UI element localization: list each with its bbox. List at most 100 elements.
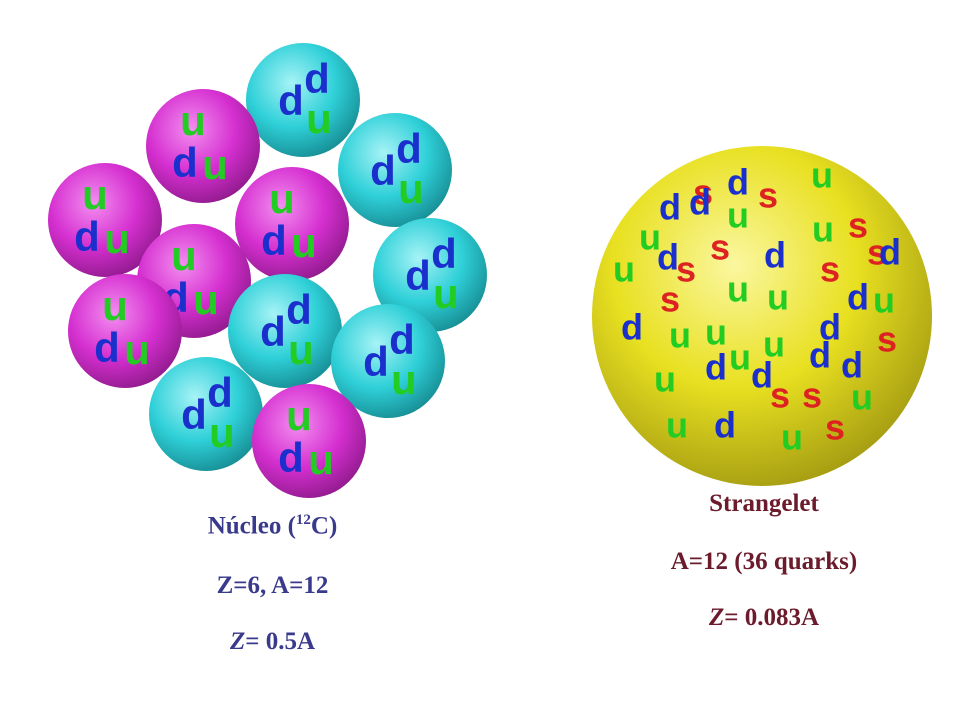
strangelet-ratio: Z= 0.083A bbox=[708, 604, 820, 631]
quark-u: u bbox=[180, 97, 206, 144]
quark-u: u bbox=[873, 280, 895, 321]
quark-d: d bbox=[261, 217, 287, 264]
quark-d: d bbox=[74, 213, 100, 260]
quark-d: d bbox=[207, 369, 233, 416]
quark-u: u bbox=[763, 324, 785, 365]
proton-ball bbox=[235, 167, 349, 281]
proton-sphere: ud u bbox=[146, 89, 260, 203]
quark-s: s bbox=[820, 249, 840, 290]
quark-s: s bbox=[825, 407, 845, 448]
quark-u: u bbox=[306, 95, 332, 142]
quark-u: u bbox=[288, 326, 314, 373]
neutron-sphere: dd u bbox=[373, 218, 487, 332]
quark-u: u bbox=[102, 282, 128, 329]
neutron-sphere: dd u bbox=[338, 113, 452, 227]
quark-s: s bbox=[877, 319, 897, 360]
carbon-12-nucleus: dd uud u dd uud uud u dd uud uud udd u dd udd u ud u bbox=[48, 43, 487, 498]
neutron-sphere: dd u bbox=[246, 43, 360, 157]
quark-s: s bbox=[770, 375, 790, 416]
quark-d: d bbox=[396, 125, 422, 172]
quark-u: u bbox=[433, 270, 459, 317]
quark-d: d bbox=[764, 235, 786, 276]
quark-u: u bbox=[269, 175, 295, 222]
quark-d: d bbox=[389, 316, 415, 363]
quark-u: u bbox=[727, 269, 749, 310]
quark-u: u bbox=[82, 171, 108, 218]
quark-u: u bbox=[812, 209, 834, 250]
quark-s: s bbox=[758, 175, 778, 216]
proton-sphere: ud u bbox=[235, 167, 349, 281]
quark-d: d bbox=[841, 345, 863, 386]
quark-s: s bbox=[848, 205, 868, 246]
quark-d: d bbox=[809, 335, 831, 376]
quark-d: d bbox=[879, 232, 901, 273]
quark-u: u bbox=[209, 409, 235, 456]
quark-s: s bbox=[710, 227, 730, 268]
quark-d: d bbox=[304, 55, 330, 102]
proton-ball bbox=[68, 274, 182, 388]
neutron-ball bbox=[373, 218, 487, 332]
quark-d: d bbox=[260, 308, 286, 355]
quark-s: s bbox=[867, 232, 887, 273]
quark-u: u bbox=[286, 392, 312, 439]
quark-d: d bbox=[727, 162, 749, 203]
quark-d: d bbox=[689, 182, 711, 223]
nucleus-ratio: Z= 0.5A bbox=[229, 628, 316, 655]
quark-s: s bbox=[660, 279, 680, 320]
quark-d: d bbox=[819, 307, 841, 348]
strangelet-quark-count: A=12 (36 quarks) bbox=[670, 548, 858, 575]
quark-u: u bbox=[729, 337, 751, 378]
neutron-ball bbox=[228, 274, 342, 388]
quark-u: u bbox=[705, 312, 727, 353]
quark-d: d bbox=[659, 187, 681, 228]
quark-u: u bbox=[104, 215, 130, 262]
quark-d: d bbox=[657, 237, 679, 278]
quark-d: d bbox=[705, 347, 727, 388]
quark-d: d bbox=[286, 286, 312, 333]
quark-s: s bbox=[676, 249, 696, 290]
proton-sphere: ud u bbox=[48, 163, 162, 277]
quark-u: u bbox=[811, 155, 833, 196]
quark-d: d bbox=[181, 391, 207, 438]
quark-d: d bbox=[847, 277, 869, 318]
quark-s: s bbox=[802, 375, 822, 416]
quark-u: u bbox=[202, 141, 228, 188]
nucleus-title: Núcleo (12C) bbox=[207, 512, 338, 540]
quark-u: u bbox=[193, 276, 219, 323]
quark-d: d bbox=[431, 230, 457, 277]
neutron-sphere: dd u bbox=[331, 304, 445, 418]
proton-ball bbox=[146, 89, 260, 203]
proton-ball bbox=[252, 384, 366, 498]
quark-u: u bbox=[291, 219, 317, 266]
quark-u: u bbox=[398, 165, 424, 212]
quark-d: d bbox=[363, 338, 389, 385]
neutron-sphere: dd u bbox=[228, 274, 342, 388]
quark-d: d bbox=[370, 147, 396, 194]
nucleus-charge-mass: Z=6, A=12 bbox=[216, 572, 329, 599]
quark-u: u bbox=[639, 217, 661, 258]
quark-u: u bbox=[851, 377, 873, 418]
neutron-ball bbox=[246, 43, 360, 157]
neutron-ball bbox=[338, 113, 452, 227]
quark-d: d bbox=[278, 77, 304, 124]
proton-sphere: ud u bbox=[252, 384, 366, 498]
quark-d: d bbox=[278, 434, 304, 481]
quark-u: u bbox=[613, 249, 635, 290]
quark-d: d bbox=[405, 252, 431, 299]
quark-u: u bbox=[124, 326, 150, 373]
quark-u: u bbox=[727, 195, 749, 236]
quark-u: u bbox=[171, 232, 197, 279]
proton-sphere: ud u bbox=[68, 274, 182, 388]
neutron-ball bbox=[149, 357, 263, 471]
quark-u: u bbox=[781, 417, 803, 458]
quark-d: d bbox=[621, 307, 643, 348]
quark-d: d bbox=[751, 355, 773, 396]
quark-u: u bbox=[767, 277, 789, 318]
proton-ball bbox=[48, 163, 162, 277]
strangelet-title: Strangelet bbox=[709, 490, 819, 517]
quark-u: u bbox=[654, 359, 676, 400]
strangelet-ball bbox=[592, 146, 932, 486]
quark-u: u bbox=[308, 436, 334, 483]
